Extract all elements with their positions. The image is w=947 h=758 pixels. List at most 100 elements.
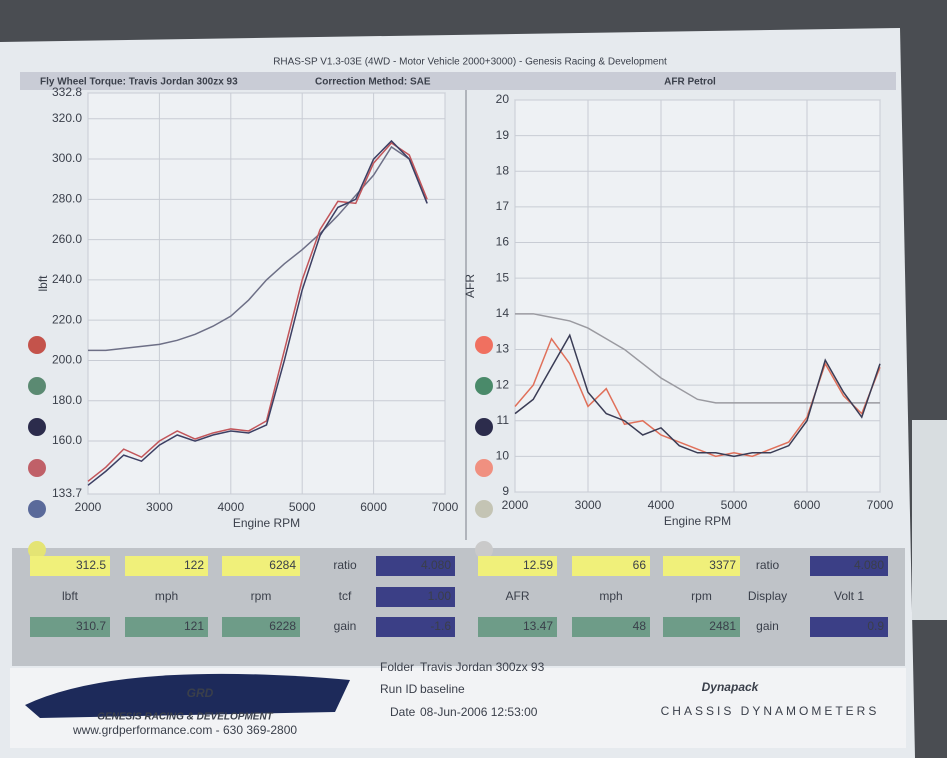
series-line xyxy=(514,333,881,458)
run-marker xyxy=(475,418,493,436)
y-tick-label: 220.0 xyxy=(52,312,82,326)
readout-text: 310.7 xyxy=(76,619,106,633)
x-tick-label: 2000 xyxy=(502,498,529,512)
logo-swoosh xyxy=(25,673,350,718)
readout-box xyxy=(810,556,888,576)
y-tick-label: 9 xyxy=(502,484,509,498)
y-tick-label: 19 xyxy=(496,128,510,142)
y-tick-label: 133.7 xyxy=(52,486,82,500)
run-marker xyxy=(28,336,46,354)
folder-label: Folder xyxy=(380,660,414,674)
y-tick-label: 14 xyxy=(496,306,510,320)
series-line xyxy=(87,141,428,482)
run-label: Run ID xyxy=(380,682,418,696)
readout-box xyxy=(222,617,300,637)
x-tick-label: 6000 xyxy=(794,498,821,512)
chart-label: Fly Wheel Torque: Travis Jordan 300zx 93 xyxy=(40,77,238,88)
readout-box xyxy=(663,556,740,576)
readout-text: ratio xyxy=(333,558,357,572)
readout-text: gain xyxy=(756,619,779,633)
y-tick-label: 260.0 xyxy=(52,232,82,246)
readout-text: 121 xyxy=(184,619,204,633)
readout-text: 312.5 xyxy=(76,558,106,572)
readout-box xyxy=(572,556,650,576)
readout-text: Display xyxy=(748,589,787,603)
readout-text: Volt 1 xyxy=(834,589,864,603)
readout-box xyxy=(376,556,455,576)
readout-box xyxy=(478,556,557,576)
run-marker xyxy=(28,541,46,559)
run-marker xyxy=(28,500,46,518)
readout-text: 0.9 xyxy=(867,619,884,633)
x-tick-label: 7000 xyxy=(867,498,894,512)
readout-text: 122 xyxy=(184,558,204,572)
x-tick-label: 5000 xyxy=(721,498,748,512)
side-box xyxy=(912,420,947,620)
readout-text: rpm xyxy=(691,589,712,603)
readout-text: 6284 xyxy=(269,558,296,572)
x-tick-label: 4000 xyxy=(648,498,675,512)
plot-area xyxy=(87,92,446,495)
date-label: Date xyxy=(390,705,416,719)
x-tick-label: 3000 xyxy=(575,498,602,512)
y-axis-label: AFR xyxy=(463,274,477,298)
y-tick-label: 332.8 xyxy=(52,85,82,99)
readout-box xyxy=(663,617,740,637)
y-tick-label: 180.0 xyxy=(52,393,82,407)
y-tick-label: 12 xyxy=(496,377,510,391)
readout-text: 2481 xyxy=(709,619,736,633)
x-axis-label: Engine RPM xyxy=(664,514,731,528)
readout-box xyxy=(30,617,110,637)
readout-text: ratio xyxy=(756,558,780,572)
readout-text: 4.080 xyxy=(421,558,451,572)
readout-box xyxy=(125,556,208,576)
x-tick-label: 7000 xyxy=(432,500,459,514)
y-tick-label: 18 xyxy=(496,163,510,177)
x-tick-label: 2000 xyxy=(75,500,102,514)
run-id: baseline xyxy=(420,682,465,696)
header-bar xyxy=(20,72,896,90)
y-tick-label: 280.0 xyxy=(52,192,82,206)
y-tick-label: 17 xyxy=(496,199,510,213)
y-tick-label: 20 xyxy=(496,92,510,106)
readout-text: mph xyxy=(155,589,178,603)
series-line xyxy=(88,145,428,352)
y-tick-label: 16 xyxy=(496,235,510,249)
readout-text: 6228 xyxy=(269,619,296,633)
plot-area xyxy=(514,99,881,493)
y-tick-label: 13 xyxy=(496,342,510,356)
y-tick-label: 320.0 xyxy=(52,111,82,125)
brand-sub: CHASSIS DYNAMOMETERS xyxy=(661,704,880,718)
readout-text: tcf xyxy=(339,589,352,603)
readout-text: AFR xyxy=(506,589,530,603)
readout-box xyxy=(222,556,300,576)
series-line xyxy=(515,313,880,404)
run-marker xyxy=(475,336,493,354)
y-tick-label: 15 xyxy=(496,270,510,284)
readout-text: -1.6 xyxy=(430,619,451,633)
correction: Correction Method: SAE xyxy=(315,77,431,88)
run-marker xyxy=(475,377,493,395)
company: GENESIS RACING & DEVELOPMENT xyxy=(97,712,273,723)
x-tick-label: 5000 xyxy=(289,500,316,514)
y-axis-label: lbft xyxy=(36,275,50,292)
y-tick-label: 160.0 xyxy=(52,433,82,447)
run-marker xyxy=(28,459,46,477)
series-line xyxy=(87,139,428,486)
x-tick-label: 6000 xyxy=(360,500,387,514)
x-tick-label: 3000 xyxy=(146,500,173,514)
run-marker xyxy=(28,418,46,436)
y-tick-label: 11 xyxy=(497,413,510,427)
y-tick-label: 300.0 xyxy=(52,151,82,165)
x-tick-label: 4000 xyxy=(217,500,244,514)
date: 08-Jun-2006 12:53:00 xyxy=(420,705,538,719)
y-tick-label: 200.0 xyxy=(52,353,82,367)
readout-text: 3377 xyxy=(709,558,736,572)
x-axis-label: Engine RPM xyxy=(233,516,300,530)
run-marker xyxy=(28,377,46,395)
run-marker xyxy=(475,541,493,559)
readout-box xyxy=(125,617,208,637)
brand: Dynapack xyxy=(702,680,760,694)
readout-text: 13.47 xyxy=(523,619,553,633)
